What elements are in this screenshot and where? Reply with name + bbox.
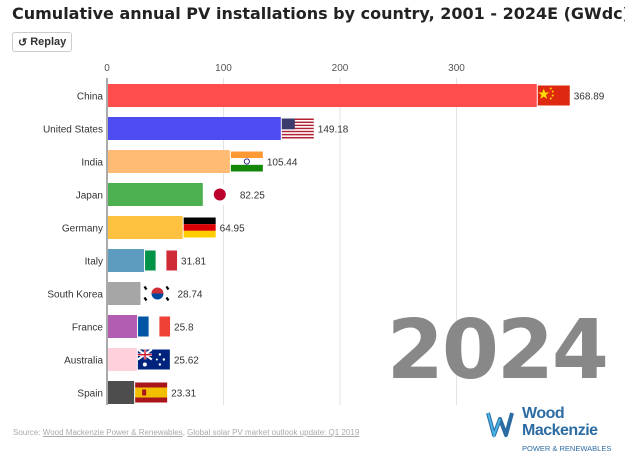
data-value-label: 25.62 — [174, 356, 199, 367]
bar — [108, 348, 137, 371]
data-value-label: 28.74 — [177, 290, 202, 301]
data-value-label: 82.25 — [240, 191, 265, 202]
france-flag-icon — [138, 316, 171, 337]
bar — [108, 282, 141, 305]
spain-flag-icon — [135, 382, 168, 403]
data-value-label: 149.18 — [318, 125, 349, 136]
china-flag-icon — [537, 85, 570, 106]
italy-flag-icon — [145, 250, 178, 271]
logo-text-mackenzie: Mackenzie — [522, 422, 598, 439]
chart-title: Cumulative annual PV installations by co… — [12, 4, 625, 23]
bar — [108, 117, 281, 140]
data-value-label: 25.8 — [174, 323, 194, 334]
x-tick-label: 0 — [104, 63, 110, 74]
source-link-report[interactable]: Global solar PV market outlook update: Q… — [187, 428, 360, 437]
bar — [108, 150, 230, 173]
y-category-label: Italy — [85, 257, 103, 268]
y-category-label: China — [77, 92, 104, 103]
data-value-label: 31.81 — [181, 257, 206, 268]
wood-mackenzie-logo-mark — [486, 412, 514, 439]
x-tick-label: 300 — [448, 63, 465, 74]
y-category-label: India — [81, 158, 103, 169]
data-value-label: 105.44 — [267, 158, 298, 169]
replay-icon: ↺ — [18, 36, 28, 49]
replay-label: Replay — [30, 36, 67, 48]
y-category-label: Australia — [64, 356, 103, 367]
data-value-label: 64.95 — [220, 224, 245, 235]
source-separator: , — [182, 428, 188, 437]
source-prefix: Source: — [13, 428, 43, 437]
japan-flag-icon — [203, 184, 236, 205]
australia-flag-icon — [137, 348, 170, 370]
bar — [108, 315, 138, 338]
y-category-label: United States — [43, 125, 103, 136]
bar — [108, 249, 145, 272]
south-korea-flag-icon — [141, 283, 174, 304]
x-tick-label: 200 — [332, 63, 349, 74]
y-category-label: Japan — [76, 191, 103, 202]
logo-text-tagline: POWER & RENEWABLES — [522, 444, 612, 453]
logo-text-wood: Wood — [522, 405, 565, 422]
india-flag-icon — [230, 151, 263, 172]
wood-mackenzie-logo: Wood Mackenzie POWER & RENEWABLES — [484, 405, 614, 455]
year-label: 2024 — [386, 303, 609, 398]
y-category-label: France — [72, 323, 104, 334]
y-category-label: South Korea — [47, 290, 103, 301]
data-value-label: 23.31 — [171, 389, 196, 400]
y-category-label: Spain — [77, 389, 103, 400]
bar — [108, 183, 203, 206]
data-value-label: 368.89 — [574, 92, 605, 103]
replay-button[interactable]: ↺ Replay — [12, 32, 73, 52]
source-link-publisher[interactable]: Wood Mackenzie Power & Renewables — [42, 428, 183, 437]
bar — [108, 216, 183, 239]
bar — [108, 84, 537, 107]
source-note: Source: Wood Mackenzie Power & Renewable… — [13, 428, 359, 437]
y-category-label: Germany — [62, 224, 103, 235]
x-tick-label: 100 — [215, 63, 232, 74]
bar — [108, 381, 135, 404]
germany-flag-icon — [183, 217, 216, 238]
us-flag-icon — [281, 118, 314, 139]
